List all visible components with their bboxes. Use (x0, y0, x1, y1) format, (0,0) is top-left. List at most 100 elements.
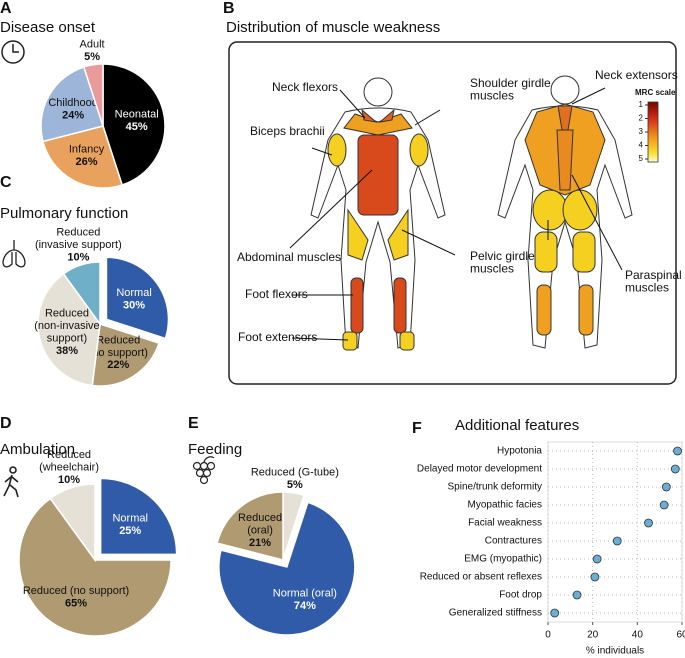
panel-title: Additional features (455, 417, 579, 434)
leader-lines (289, 87, 623, 341)
slice-value-label: 65% (65, 597, 87, 609)
x-tick-label: 40 (632, 630, 644, 641)
muscle-label: Neck extensors (595, 68, 678, 82)
slice-value-label: 10% (67, 251, 89, 263)
dot (590, 572, 600, 582)
mrc-scale-bar (647, 101, 659, 163)
slice-value-label: 5% (84, 51, 100, 63)
slice-value-label: 21% (249, 537, 271, 549)
muscle-label: Abdominal muscles (237, 250, 341, 264)
scale-tick-label: 2 (639, 114, 644, 123)
slice-label: Normal (112, 512, 147, 524)
pie-slice (40, 66, 104, 143)
dot (592, 554, 602, 564)
slice-value-label: 74% (294, 600, 316, 612)
pie-slice (91, 323, 160, 387)
panel-letter: D (0, 415, 12, 432)
y-tick-label: Myopathic facies (468, 500, 542, 511)
x-tick-label: 60 (676, 630, 685, 641)
x-tick-label: 20 (587, 630, 599, 641)
pie-slice (62, 261, 101, 327)
muscle-label: Paraspinal muscles (625, 268, 682, 295)
muscle-label: Shoulder girdle muscles (470, 76, 551, 103)
slice-label: Neonatal (115, 108, 159, 120)
slice-label: Childhood (48, 97, 98, 109)
slice-label: Normal (116, 287, 151, 299)
slice-value-label: 22% (107, 359, 129, 371)
muscle-label: Pelvic girdle muscles (470, 249, 535, 276)
slice-label: Reduced (invasive support) (35, 226, 122, 251)
back-body (497, 75, 633, 349)
x-axis-label: % individuals (586, 646, 644, 657)
y-tick-label: Contractures (485, 536, 542, 547)
slice-label: Reduced (non-invasive support) (34, 308, 99, 345)
pie-slice (216, 491, 284, 561)
y-tick-label: Spine/trunk deformity (448, 482, 543, 493)
muscle-label: Foot flexors (245, 287, 308, 301)
x-tick-label: 0 (545, 630, 551, 641)
slice-label: Reduced (wheelchair) (39, 449, 99, 474)
scale-tick-label: 3 (639, 127, 644, 136)
dot (661, 482, 671, 492)
pie-slice (42, 125, 124, 189)
dot (673, 446, 682, 456)
muscle-label: Foot extensors (238, 330, 317, 344)
pie-slice (218, 501, 356, 636)
slice-label: Reduced (no support) (23, 585, 129, 597)
muscle-label: Biceps brachii (250, 124, 325, 138)
slice-value-label: 30% (123, 299, 145, 311)
slice-label: Adult (80, 38, 105, 50)
panel-title: Pulmonary function (0, 205, 128, 222)
dot (670, 464, 680, 474)
panel-letter: B (223, 0, 235, 17)
slice-value-label: 25% (119, 525, 141, 537)
slice-value-label: 5% (287, 479, 303, 491)
slice-label: Infancy (69, 144, 105, 156)
panel-title: Feeding (188, 441, 242, 458)
dot (550, 608, 560, 618)
pie-slice (18, 497, 172, 637)
pie-slice (102, 63, 166, 186)
pie-slice (105, 256, 170, 340)
front-body (310, 77, 446, 351)
slice-value-label: 26% (76, 156, 98, 168)
y-tick-label: Generalized stiffness (449, 608, 542, 619)
pie-slice (82, 63, 104, 127)
y-tick-label: EMG (myopathic) (464, 554, 542, 565)
slice-label: Reduced (oral) (238, 512, 282, 537)
slice-value-label: 24% (62, 110, 84, 122)
panel-letter: E (188, 415, 199, 432)
y-tick-label: Hypotonia (497, 446, 542, 457)
scale-tick-label: 1 (639, 100, 644, 109)
clock-icon (1, 40, 25, 64)
panel-title: Disease onset (0, 19, 96, 36)
panel-letter: C (0, 174, 12, 191)
panel-title: Distribution of muscle weakness (226, 19, 440, 36)
y-tick-label: Reduced or absent reflexes (420, 572, 542, 583)
panel-letter: A (0, 0, 12, 17)
dot (659, 500, 669, 510)
dot (612, 536, 622, 546)
slice-value-label: 10% (58, 474, 80, 486)
pie-slice (99, 477, 178, 556)
dot (572, 590, 582, 600)
pie-slice (37, 272, 101, 387)
plot-area (547, 441, 683, 623)
scale-title: MRC scale (635, 88, 676, 97)
y-tick-label: Delayed motor development (417, 464, 542, 475)
grapes-icon (192, 456, 216, 485)
y-tick-label: Foot drop (499, 590, 542, 601)
slice-value-label: 45% (126, 121, 148, 133)
walker-icon (3, 466, 19, 498)
slice-label: Normal (oral) (273, 587, 337, 599)
panel-letter: F (412, 420, 422, 437)
panel-title: Ambulation (0, 441, 75, 458)
dot (644, 518, 653, 528)
scale-tick-label: 5 (639, 154, 644, 163)
y-tick-label: Facial weakness (468, 518, 542, 529)
muscle-label: Neck flexors (272, 80, 338, 94)
slice-label: Reduced (no support) (89, 334, 148, 359)
pie-slice (49, 483, 96, 563)
slice-value-label: 38% (56, 345, 78, 357)
